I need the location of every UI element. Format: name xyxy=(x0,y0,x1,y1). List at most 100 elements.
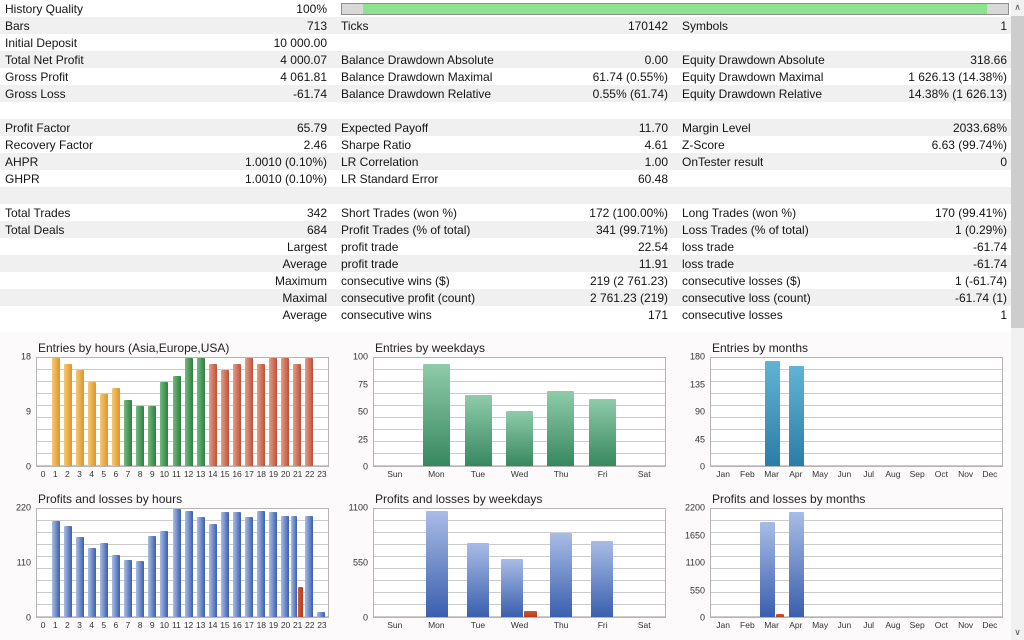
profit-bar xyxy=(88,547,97,617)
bar-slot xyxy=(279,358,291,466)
bars-layer xyxy=(374,358,665,466)
stat-cell-middle: Balance Drawdown Maximal 61.74 (0.55%) xyxy=(341,70,668,84)
bar-slot xyxy=(86,358,98,466)
x-axis-label: Sun xyxy=(387,468,403,479)
plot-area xyxy=(373,357,666,467)
scroll-up-icon[interactable]: ∧ xyxy=(1014,2,1021,12)
plot-area xyxy=(710,508,1003,618)
stat-cell-right: Equity Drawdown Absolute 318.66 xyxy=(682,53,1011,67)
y-axis: 0 110 220 xyxy=(2,503,36,622)
stat-label: Initial Deposit xyxy=(5,35,78,50)
profit-bar xyxy=(232,512,241,617)
y-axis-label: 110 xyxy=(16,557,31,568)
chart-body: 0 550 1100 1650 2200 xyxy=(676,503,1003,622)
profit-bar xyxy=(760,522,775,617)
stat-cell-left: Total Net Profit 4 000.07 xyxy=(0,53,327,67)
bar-slot xyxy=(86,509,98,617)
bar-slot xyxy=(38,509,50,617)
x-axis-label: Oct xyxy=(934,468,948,479)
bar-slot xyxy=(231,509,243,617)
bar-slot xyxy=(905,509,929,617)
y-axis-label: 0 xyxy=(362,612,368,623)
stat-cell-middle: LR Correlation 1.00 xyxy=(341,155,668,169)
loss-bar xyxy=(775,613,785,617)
y-axis-label: 0 xyxy=(25,461,31,472)
stat-row: Total Net Profit 4 000.07 Balance Drawdown… xyxy=(0,51,1011,68)
stat-row: Bars 713 Ticks 170142 Symbols 1 xyxy=(0,17,1011,34)
y-axis: 0 25 50 75 100 xyxy=(339,352,373,471)
stat-row: Recovery Factor 2.46 Sharpe Ratio 4.61 Z-Sco… xyxy=(0,136,1011,153)
stat-label: LR Standard Error xyxy=(341,171,439,186)
plot-area xyxy=(36,508,329,618)
stat-row: Total Trades 342 Short Trades (won %) 172 (… xyxy=(0,204,1011,221)
x-axis-label: 1 xyxy=(52,468,58,479)
entry-bar xyxy=(280,358,289,466)
stat-value: Average xyxy=(282,256,327,271)
x-axis-label: Thu xyxy=(553,619,569,630)
y-axis-label: 550 xyxy=(689,585,705,595)
chart-profits-and-losses-by-weekdays: Profits and losses by weekdays 0 550 1100 Su… xyxy=(337,489,674,640)
stat-row: AHPR 1.0010 (0.10%) LR Correlation 1.00 OnTe… xyxy=(0,153,1011,170)
y-axis-label: 180 xyxy=(689,351,705,362)
stat-label: profit trade xyxy=(341,256,399,271)
x-axis: Sun Mon Tue Wed Thu Fri Sat xyxy=(373,618,666,631)
bar-slot xyxy=(856,358,880,466)
bar-slot xyxy=(98,358,110,466)
stat-cell-left: Gross Profit 4 061.81 xyxy=(0,70,327,84)
chart-body: 0 9 18 xyxy=(2,352,329,471)
bar-slot xyxy=(219,358,231,466)
bar-slot xyxy=(243,509,255,617)
bar-slot xyxy=(183,358,195,466)
chart-body: 0 550 1100 xyxy=(339,503,666,622)
bar-slot xyxy=(540,509,581,617)
profit-bar xyxy=(172,509,181,617)
y-axis-label: 220 xyxy=(15,502,31,513)
bar-slot xyxy=(499,509,540,617)
x-axis-label: Oct xyxy=(934,619,948,630)
x-axis-label: Mar xyxy=(764,619,779,630)
x-axis-label: Nov xyxy=(958,619,974,630)
x-axis-label: 7 xyxy=(125,468,131,479)
stat-value: 170 (99.41%) xyxy=(934,205,1007,220)
profit-bar xyxy=(290,516,297,617)
stat-value: -61.74 xyxy=(972,239,1007,254)
entry-bar xyxy=(112,388,121,466)
stat-cell-left: Maximum xyxy=(0,274,327,288)
profit-bar xyxy=(76,536,85,617)
bar-slot xyxy=(279,509,291,617)
bars-layer xyxy=(37,509,328,617)
bar-slot xyxy=(760,358,784,466)
stat-cell-left: Total Trades 342 xyxy=(0,206,327,220)
bar-slot xyxy=(784,358,808,466)
stat-label: Expected Payoff xyxy=(341,120,429,135)
stat-spacer-row xyxy=(0,102,1011,119)
x-axis-label: 8 xyxy=(137,619,143,630)
stat-cell-middle: Sharpe Ratio 4.61 xyxy=(341,138,668,152)
vertical-scrollbar[interactable]: ∧ ∨ xyxy=(1011,0,1024,640)
stat-value: 1 (0.29%) xyxy=(954,222,1007,237)
x-axis-label: Apr xyxy=(789,619,803,630)
profit-bar xyxy=(244,516,253,617)
stat-value: 2.46 xyxy=(303,137,327,152)
x-axis-label: 22 xyxy=(305,619,315,630)
entry-bar xyxy=(100,394,109,466)
y-axis-label: 2200 xyxy=(684,502,705,513)
scrollbar-thumb[interactable] xyxy=(1011,16,1024,328)
y-axis: 0 550 1100 xyxy=(339,503,373,622)
bar-slot xyxy=(315,509,327,617)
bar-slot xyxy=(736,358,760,466)
stat-value: 0 xyxy=(1000,154,1007,169)
stat-value: 22.54 xyxy=(637,239,668,254)
bar-slot xyxy=(243,358,255,466)
x-axis-label: Feb xyxy=(740,468,755,479)
x-axis-label: 2 xyxy=(64,619,70,630)
stat-label: Short Trades (won %) xyxy=(341,205,458,220)
scroll-down-icon[interactable]: ∨ xyxy=(1014,627,1021,637)
profit-bar xyxy=(467,543,490,617)
stat-label: Symbols xyxy=(682,18,729,33)
stat-value: 0.00 xyxy=(644,52,668,67)
bars-layer xyxy=(37,358,328,466)
bar-slot xyxy=(255,358,267,466)
loss-bar xyxy=(524,610,538,617)
stat-label: Equity Drawdown Absolute xyxy=(682,52,825,67)
